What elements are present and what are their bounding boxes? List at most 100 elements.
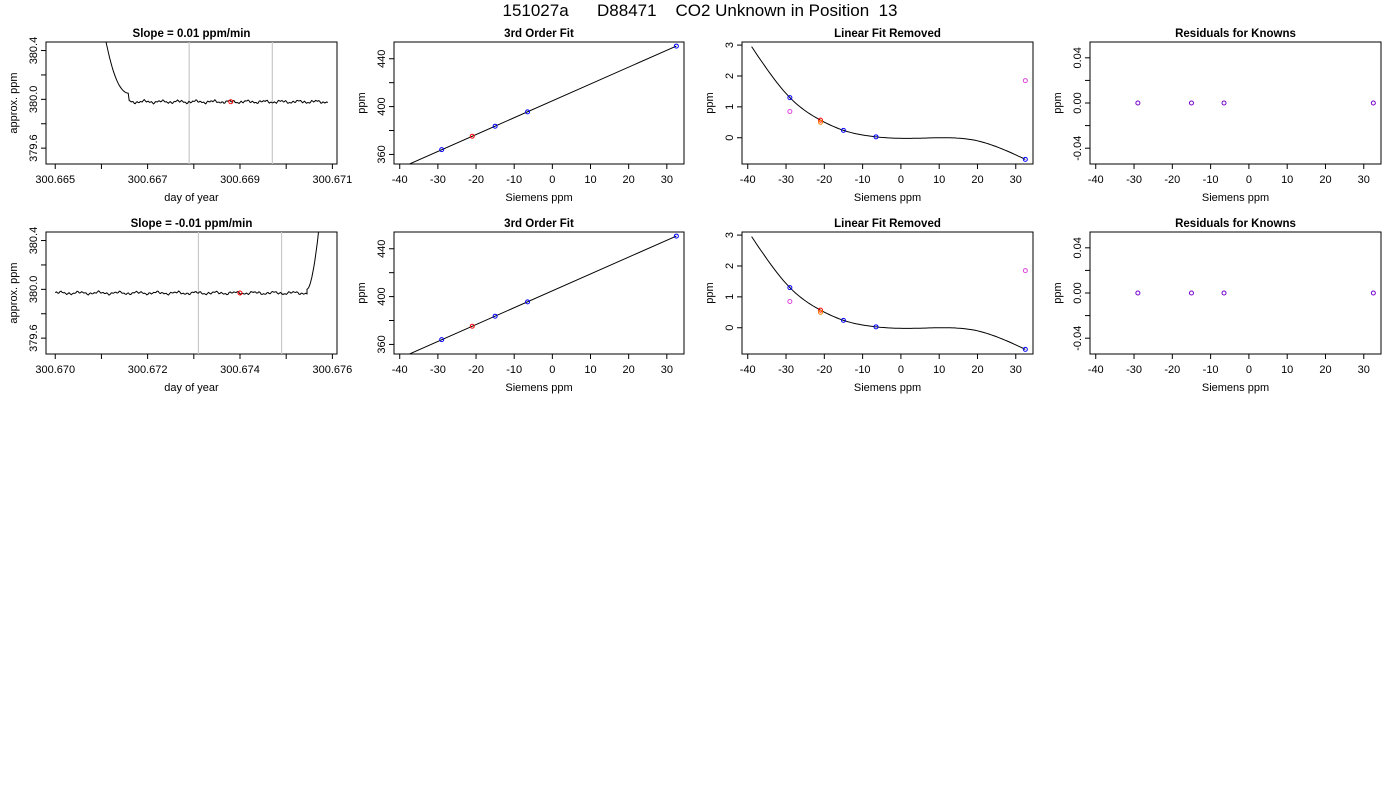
x-tick-label: 30: [1010, 364, 1022, 376]
plot-frame: [393, 41, 685, 165]
data-point: [1135, 290, 1141, 296]
panel-title: Linear Fit Removed: [834, 28, 941, 40]
y-tick-label: 0: [724, 135, 736, 141]
data-point: [1188, 100, 1194, 106]
y-tick-label: -0.04: [1072, 136, 1084, 161]
y-tick-label: 380.0: [28, 86, 40, 114]
plot-data: [54, 232, 319, 354]
plot-frame: [741, 231, 1034, 355]
panel-title: 3rd Order Fit: [504, 28, 574, 40]
data-point: [1022, 346, 1028, 352]
y-tick-label: 400: [376, 287, 388, 305]
y-tick-label: 0.00: [1072, 282, 1084, 303]
x-tick-label: -20: [816, 174, 832, 186]
y-axis-label: approx. ppm: [8, 262, 20, 323]
data-point: [840, 317, 846, 323]
y-tick-label: 1: [724, 294, 736, 300]
panel-title: Slope = 0.01 ppm/min: [133, 28, 251, 40]
x-tick-label: 10: [584, 174, 596, 186]
x-tick-label: 300.669: [220, 174, 260, 186]
plot-frame: [45, 231, 338, 355]
x-tick-label: -40: [740, 364, 756, 376]
y-tick-label: 379.6: [28, 134, 40, 162]
x-tick-label: 10: [1281, 364, 1293, 376]
y-axis-label: ppm: [1052, 282, 1064, 303]
data-point: [1022, 78, 1028, 84]
plot-frame: [1089, 231, 1382, 355]
x-tick-label: 30: [661, 364, 673, 376]
y-tick-label: 1: [724, 104, 736, 110]
fit-line: [408, 45, 677, 164]
data-point: [787, 95, 793, 101]
x-tick-label: 300.665: [35, 174, 75, 186]
x-tick-label: 0: [549, 364, 555, 376]
y-tick-label: 379.6: [28, 324, 40, 352]
x-tick-label: 30: [1010, 174, 1022, 186]
data-point: [1221, 100, 1227, 106]
x-axis-label: Siemens ppm: [505, 382, 572, 394]
x-tick-label: -10: [855, 364, 871, 376]
y-tick-label: 440: [376, 50, 388, 68]
x-tick-label: 300.674: [220, 364, 260, 376]
panel-title: Slope = -0.01 ppm/min: [131, 218, 253, 230]
fit-curve: [751, 46, 1026, 160]
x-tick-label: -40: [392, 364, 408, 376]
x-tick-label: 20: [623, 364, 635, 376]
chart-panel-4: Residuals for Knowns -40 -30 -20 -10 0 10 20 30 -…: [1052, 28, 1382, 204]
x-tick-label: 0: [1246, 174, 1252, 186]
y-axis-label: ppm: [704, 92, 716, 113]
x-tick-label: 20: [971, 174, 983, 186]
chart-panel-7: Linear Fit Removed -40 -30 -20 -10 0 10 20 30 0 1 2…: [704, 218, 1034, 394]
x-tick-label: 0: [1246, 364, 1252, 376]
data-point: [787, 108, 793, 114]
data-point: [1221, 290, 1227, 296]
x-tick-label: 300.676: [312, 364, 352, 376]
y-tick-label: 3: [724, 42, 736, 48]
x-tick-label: -10: [1203, 174, 1219, 186]
data-point: [673, 43, 679, 49]
y-tick-label: 3: [724, 232, 736, 238]
data-point: [873, 134, 879, 140]
y-tick-label: 440: [376, 240, 388, 258]
x-tick-label: -40: [1088, 174, 1104, 186]
data-point: [1022, 156, 1028, 162]
fit-curve: [751, 236, 1026, 350]
data-point: [469, 323, 475, 329]
data-point: [817, 119, 823, 125]
analyzer-trace: [54, 232, 319, 296]
plot-data: [751, 236, 1028, 352]
y-tick-label: 2: [724, 263, 736, 269]
x-tick-label: 20: [1319, 174, 1331, 186]
x-tick-label: 30: [661, 174, 673, 186]
x-tick-label: -30: [1126, 174, 1142, 186]
data-point: [237, 290, 243, 296]
fit-line: [408, 235, 677, 354]
figure-title: 151027a D88471 CO2 Unknown in Position 1…: [502, 1, 898, 20]
plot-data: [105, 42, 329, 164]
x-tick-label: 20: [1319, 364, 1331, 376]
x-tick-label: -20: [816, 364, 832, 376]
plot-data: [1135, 100, 1376, 106]
data-point: [1370, 100, 1376, 106]
chart-panel-3: Linear Fit Removed -40 -30 -20 -10 0 10 20 30 0 1 2…: [704, 28, 1034, 204]
y-axis-label: approx. ppm: [8, 72, 20, 133]
plot-frame: [45, 41, 338, 165]
data-point: [873, 324, 879, 330]
y-tick-label: 2: [724, 73, 736, 79]
x-tick-label: 0: [898, 364, 904, 376]
data-point: [1022, 268, 1028, 274]
x-axis-label: Siemens ppm: [854, 192, 921, 204]
data-point: [1135, 100, 1141, 106]
data-point: [673, 233, 679, 239]
x-tick-label: 300.671: [312, 174, 352, 186]
data-point: [492, 313, 498, 319]
data-point: [525, 109, 531, 115]
y-tick-label: 380.4: [28, 227, 40, 255]
y-tick-label: 0.00: [1072, 92, 1084, 113]
y-axis-label: ppm: [1052, 92, 1064, 113]
x-tick-label: -20: [1164, 364, 1180, 376]
y-tick-label: 380.0: [28, 276, 40, 304]
x-tick-label: -40: [740, 174, 756, 186]
plot-data: [751, 46, 1028, 162]
